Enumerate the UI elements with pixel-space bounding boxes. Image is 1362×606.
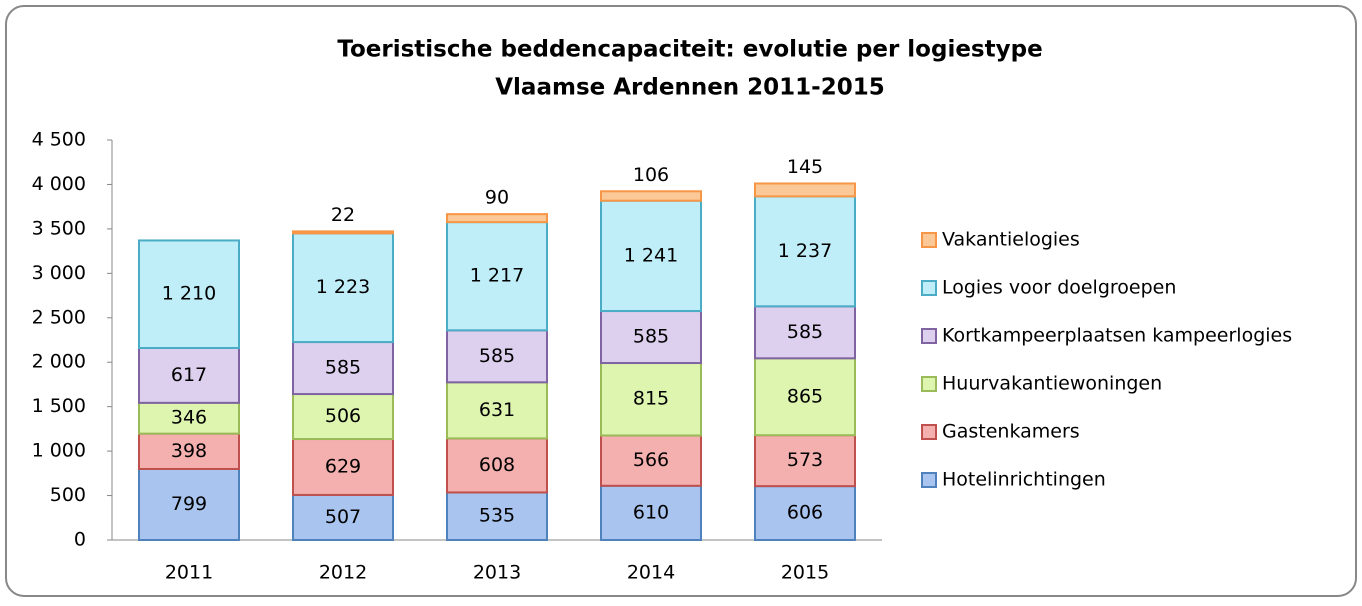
bar-segment	[138, 347, 240, 404]
bar-segment	[754, 357, 856, 437]
bar-segment	[292, 493, 394, 541]
x-tick-label: 2015	[781, 562, 829, 584]
data-label: 506	[325, 405, 361, 427]
data-label: 507	[325, 506, 361, 528]
y-tick-label: 2 000	[32, 351, 86, 373]
data-label: 606	[787, 502, 823, 524]
data-label: 398	[171, 440, 207, 462]
data-label: 573	[787, 449, 823, 471]
bar-segment	[446, 491, 548, 542]
bar-segment	[446, 329, 548, 384]
bar-segment	[446, 437, 548, 494]
data-label: 145	[787, 156, 823, 178]
legend-swatch	[921, 376, 937, 392]
legend-swatch	[921, 232, 937, 248]
bar-segment	[754, 195, 856, 308]
data-label: 22	[331, 204, 355, 226]
bar-segment	[600, 190, 702, 202]
data-label: 799	[171, 493, 207, 515]
data-label: 106	[633, 164, 669, 186]
chart-subtitle: Vlaamse Ardennen 2011-2015	[495, 75, 885, 101]
legend-label: Hotelinrichtingen	[942, 469, 1106, 491]
bar-segment	[138, 467, 240, 542]
data-label: 629	[325, 455, 361, 477]
data-label: 585	[479, 345, 515, 367]
data-label: 865	[787, 385, 823, 407]
bar-segment	[600, 199, 702, 313]
data-label: 617	[171, 364, 207, 386]
chart-title: Toeristische beddencapaciteit: evolutie …	[337, 37, 1042, 63]
bar-segment	[138, 401, 240, 435]
bar-segment	[600, 310, 702, 365]
bar-segment	[292, 393, 394, 441]
bar-segment	[600, 434, 702, 487]
data-label: 1 237	[778, 240, 832, 262]
x-tick-label: 2014	[627, 562, 675, 584]
legend-label: Huurvakantiewoningen	[942, 373, 1162, 395]
data-label: 1 223	[316, 276, 370, 298]
data-label: 585	[633, 326, 669, 348]
y-tick-label: 1 500	[32, 395, 86, 417]
legend-label: Kortkampeerplaatsen kampeerlogies	[942, 325, 1292, 347]
y-tick-label: 0	[74, 529, 86, 551]
data-label: 610	[633, 501, 669, 523]
y-tick-label: 1 000	[32, 440, 86, 462]
data-label: 566	[633, 449, 669, 471]
x-tick-label: 2011	[165, 562, 213, 584]
data-label: 1 210	[162, 283, 216, 305]
data-label: 815	[633, 388, 669, 410]
y-tick-label: 4 000	[32, 173, 86, 195]
legend-swatch	[921, 424, 937, 440]
data-label: 585	[325, 357, 361, 379]
data-label: 608	[479, 454, 515, 476]
y-tick-label: 2 500	[32, 306, 86, 328]
legend-label: Vakantielogies	[942, 229, 1080, 251]
legend-label: Logies voor doelgroepen	[942, 277, 1176, 299]
bar-segment	[754, 434, 856, 488]
bar-segment	[292, 230, 394, 235]
bar-segment	[754, 485, 856, 541]
y-tick-label: 3 000	[32, 262, 86, 284]
bar-segment	[600, 362, 702, 437]
legend-swatch	[921, 472, 937, 488]
bar-segment	[446, 381, 548, 440]
bar-segment	[446, 221, 548, 332]
data-label: 585	[787, 321, 823, 343]
bar-segment	[600, 484, 702, 541]
y-tick-label: 4 500	[32, 129, 86, 151]
bar-segment	[754, 182, 856, 198]
data-label: 631	[479, 399, 515, 421]
bar-segment	[292, 232, 394, 344]
y-tick-label: 3 500	[32, 217, 86, 239]
bar-segment	[138, 239, 240, 349]
legend-label: Gastenkamers	[942, 421, 1080, 443]
bar-segment	[446, 213, 548, 224]
data-label: 90	[485, 187, 509, 209]
legend-swatch	[921, 328, 937, 344]
y-tick-label: 500	[50, 484, 86, 506]
data-label: 535	[479, 505, 515, 527]
legend-swatch	[921, 280, 937, 296]
data-label: 1 217	[470, 265, 524, 287]
data-label: 1 241	[624, 244, 678, 266]
x-tick-label: 2012	[319, 562, 367, 584]
data-label: 346	[171, 407, 207, 429]
x-tick-label: 2013	[473, 562, 521, 584]
